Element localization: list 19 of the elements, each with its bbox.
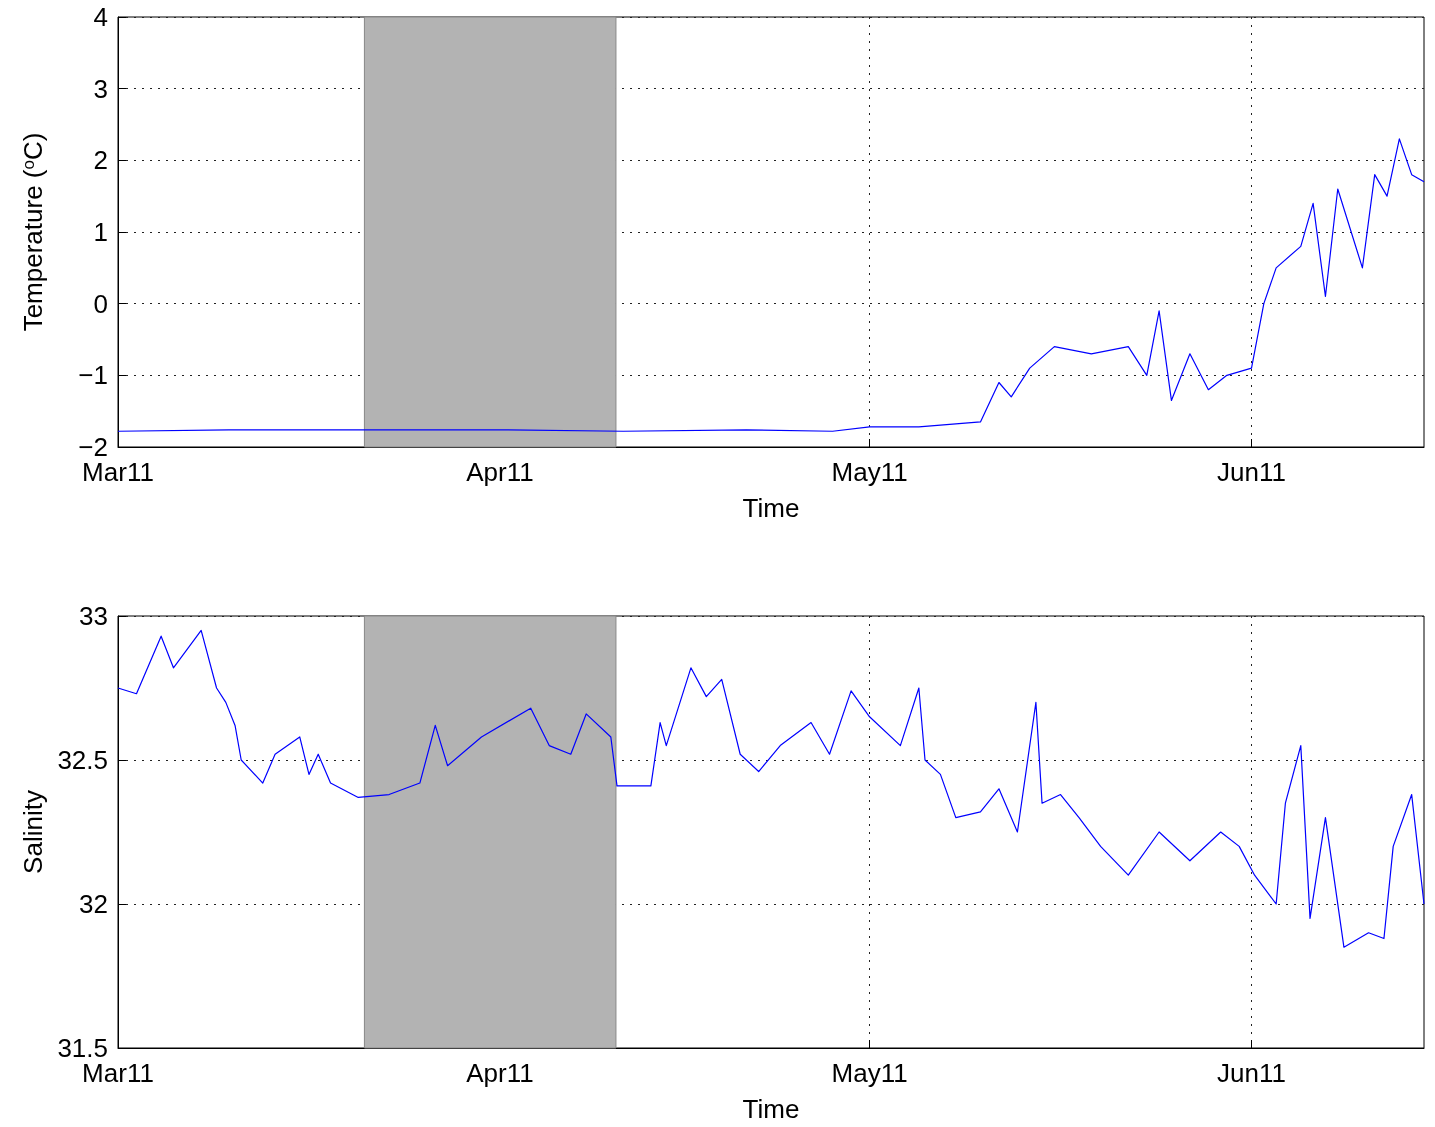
y-tick-label: 3 (93, 73, 108, 104)
y-tick-label: 33 (79, 601, 108, 631)
y-tick-label: 32.5 (57, 745, 108, 775)
x-axis-title: Time (742, 493, 800, 523)
y-axis-title: Temperature (oC) (18, 132, 48, 332)
x-tick-label: Apr11 (466, 1058, 534, 1088)
y-tick-label: 0 (93, 288, 108, 319)
y-tick-label: 32 (79, 889, 108, 919)
x-tick-label: Apr11 (466, 457, 534, 487)
x-tick-label: May11 (831, 1058, 908, 1088)
x-tick-label: Jun11 (1217, 1058, 1286, 1088)
y-tick-label: −1 (78, 360, 108, 391)
x-axis-title: Time (742, 1094, 800, 1124)
y-tick-label: 2 (93, 145, 108, 176)
x-tick-label: May11 (831, 457, 908, 487)
y-tick-label: 1 (93, 217, 108, 247)
y-tick-label: 4 (93, 2, 108, 32)
y-axis-title: Salinity (18, 790, 48, 874)
x-tick-label: Jun11 (1217, 457, 1286, 487)
